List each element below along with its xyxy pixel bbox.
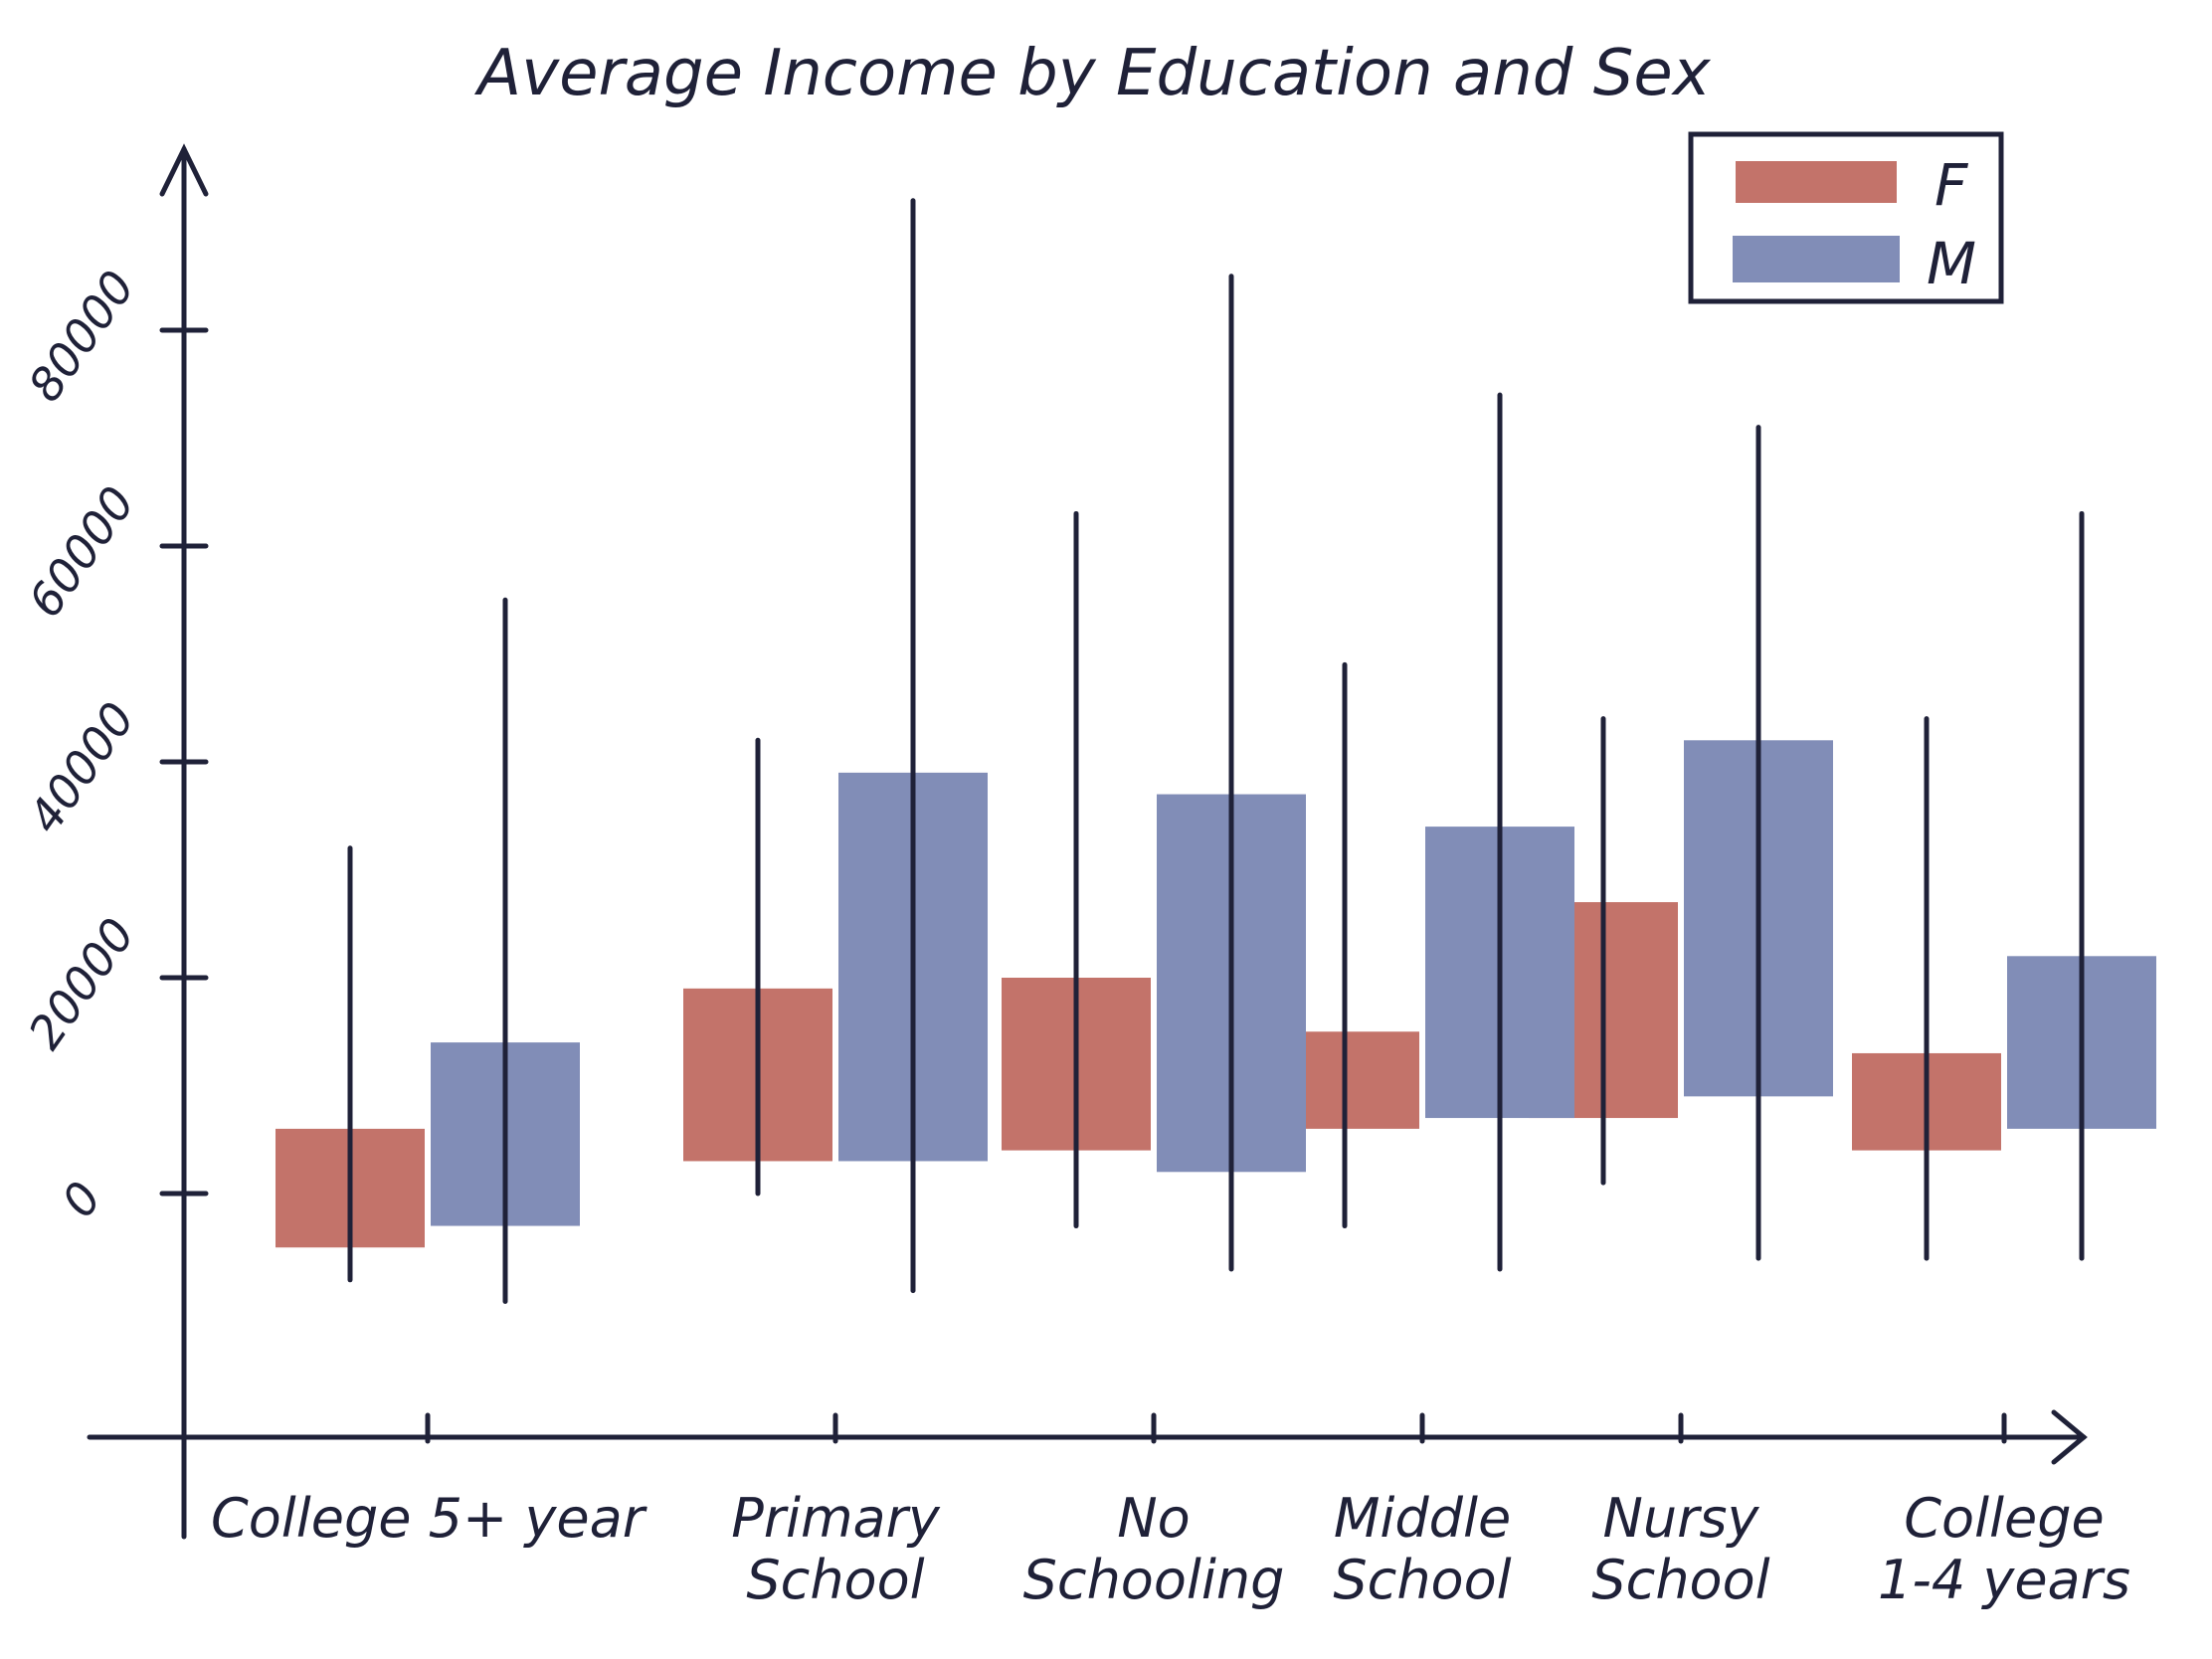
x-tick-label: College 5+ year <box>211 1487 647 1550</box>
x-tick-label: Middle <box>1334 1487 1511 1550</box>
x-tick-label: School <box>1333 1549 1511 1611</box>
x-tick-label: Schooling <box>1023 1549 1285 1611</box>
legend-label-f: F <box>1935 151 1969 219</box>
legend-label-m: M <box>1927 230 1976 297</box>
legend-frame <box>1688 131 2004 304</box>
y-tick-label: 40000 <box>18 692 145 842</box>
x-tick-label: School <box>746 1549 924 1611</box>
y-tick-label: 80000 <box>18 261 145 411</box>
x-tick-label: Primary <box>731 1487 941 1550</box>
x-tick-label: College <box>1904 1487 2104 1550</box>
x-tick-label: School <box>1591 1549 1769 1611</box>
legend: F M <box>1688 131 2004 304</box>
y-tick-label: 0 <box>51 1172 111 1226</box>
chart-title: Average Income by Education and Sex <box>473 37 1711 110</box>
x-tick-label: Nursy <box>1603 1487 1760 1550</box>
y-tick-label: 60000 <box>18 476 145 627</box>
legend-swatch-m <box>1733 236 1900 282</box>
y-axis-arrow <box>159 143 209 197</box>
x-tick-label: No <box>1117 1487 1190 1550</box>
legend-swatch-f <box>1736 161 1897 203</box>
y-tick-label: 20000 <box>18 908 145 1058</box>
x-axis-arrow <box>2051 1409 2088 1465</box>
x-tick-label: 1-4 years <box>1878 1549 2130 1611</box>
